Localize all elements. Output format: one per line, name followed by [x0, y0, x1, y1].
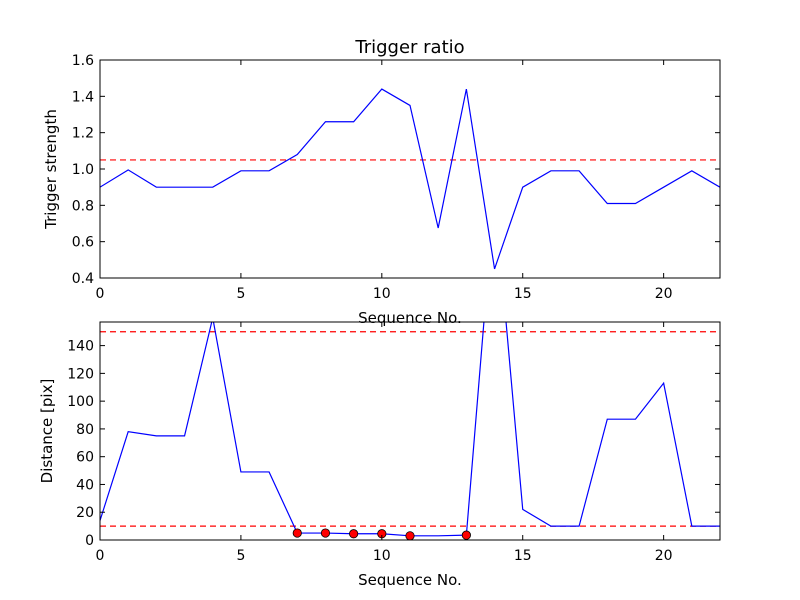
series-line-0	[100, 88, 720, 270]
y-tick-label: 1.4	[72, 89, 94, 105]
x-tick-label: 10	[373, 548, 391, 564]
data-marker	[405, 531, 415, 541]
y-tick-label: 0.6	[72, 235, 94, 251]
plot-area: 0 5 10 15 20 0 20 40 60 80 100 120 140	[67, 322, 720, 564]
y-tick-label: 80	[76, 422, 94, 438]
plot-content	[100, 88, 720, 270]
y-tick-label: 0.8	[72, 198, 94, 214]
axes-frame	[99, 59, 721, 279]
plot-area: 0 5 10 15 20 0.4 0.6 0.8 1.0 1.2 1.4 1.6	[72, 53, 720, 302]
y-axis-label: Distance [pix]	[38, 379, 56, 484]
y-tick-label: 1.0	[72, 162, 94, 178]
x-axis-label: Sequence No.	[358, 571, 462, 589]
chart-title: Trigger ratio	[354, 37, 464, 58]
y-tick-label: 100	[67, 394, 94, 410]
y-tick-label: 1.6	[72, 53, 94, 69]
data-marker	[349, 529, 359, 539]
x-tick-label: 20	[655, 548, 673, 564]
x-tick-label: 20	[655, 286, 673, 302]
y-tick-label: 40	[76, 477, 94, 493]
x-tick-label: 0	[96, 286, 105, 302]
x-tick-label: 5	[236, 548, 245, 564]
y-axis-label: Trigger strength	[42, 109, 60, 230]
x-tick-label: 15	[514, 548, 532, 564]
y-tick-label: 60	[76, 450, 94, 466]
y-tick-label: 0.4	[72, 271, 94, 287]
y-tick-label: 1.2	[72, 126, 94, 142]
x-tick-label: 15	[514, 286, 532, 302]
y-tick-label: 120	[67, 366, 94, 382]
x-tick-label: 10	[373, 286, 391, 302]
x-axis-label: Sequence No.	[358, 309, 462, 327]
trigger-ratio-chart: Trigger ratio 0 5 10 15 20 0.4 0.6 0.8 1.0 1.2 1.4…	[42, 37, 721, 327]
series-line-0	[100, 322, 720, 537]
plot-content	[100, 322, 720, 537]
axes-frame	[99, 321, 721, 541]
data-marker	[461, 530, 471, 540]
y-tick-label: 0	[85, 533, 94, 549]
y-tick-label: 140	[67, 339, 94, 355]
data-marker	[320, 528, 331, 538]
x-tick-label: 0	[96, 548, 105, 564]
x-tick-label: 5	[236, 286, 245, 302]
data-marker	[292, 528, 302, 538]
y-tick-label: 20	[76, 505, 94, 521]
